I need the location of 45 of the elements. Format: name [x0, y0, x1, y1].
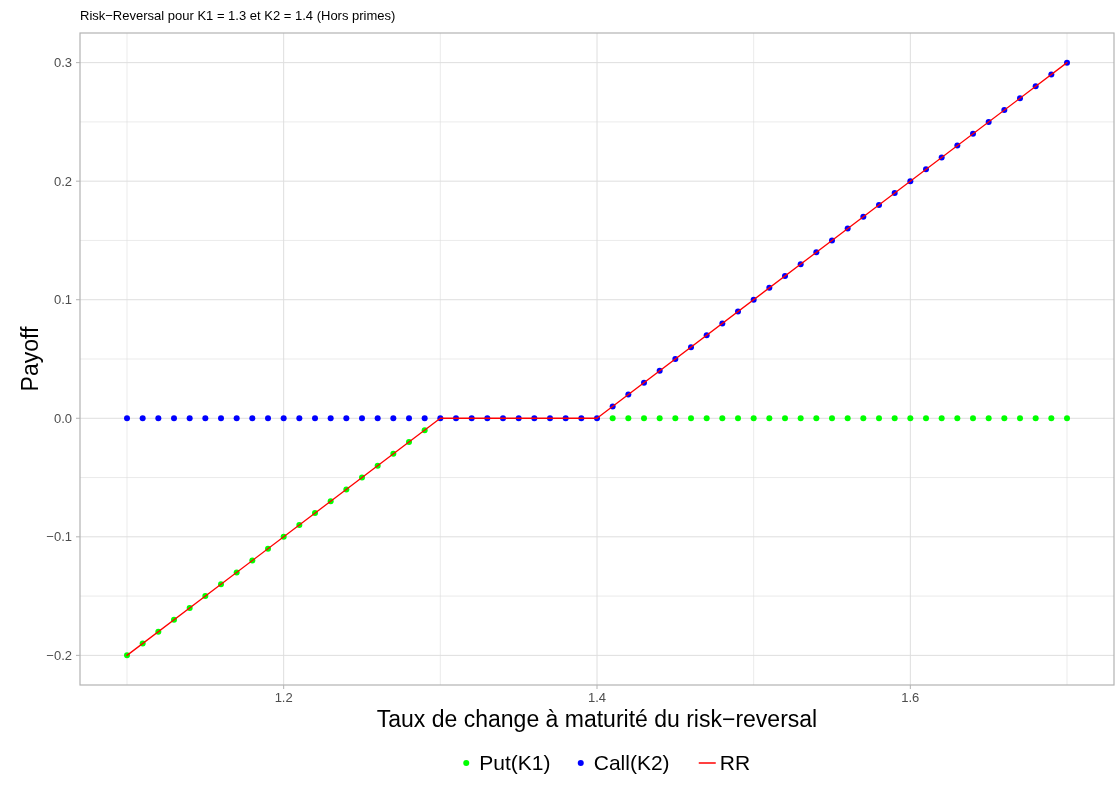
point: [625, 415, 632, 422]
x-tick-label: 1.2: [274, 690, 293, 705]
y-axis-title: Payoff: [17, 326, 43, 392]
y-tick-label: −0.2: [46, 647, 72, 663]
point: [860, 415, 867, 422]
y-tick-label: 0.3: [53, 55, 72, 71]
point: [735, 415, 741, 422]
legend-label: Put(K1): [479, 751, 551, 774]
point: [907, 415, 914, 422]
legend-label: Call(K2): [593, 751, 670, 774]
point: [829, 415, 835, 422]
point: [876, 415, 882, 422]
y-tick-label: −0.1: [46, 529, 72, 545]
point: [609, 415, 616, 422]
legend-label: RR: [719, 751, 751, 774]
point: [923, 415, 929, 422]
point: [641, 415, 647, 422]
x-tick-label: 1.6: [901, 690, 920, 705]
point: [656, 415, 663, 422]
point: [672, 415, 679, 422]
point: [1048, 415, 1055, 422]
point: [813, 415, 820, 422]
x-axis-title: Taux de change à maturité du risk−reversal: [376, 706, 818, 732]
y-tick-label: 0.0: [53, 410, 72, 426]
x-tick-label: 1.4: [587, 690, 607, 705]
y-tick-label: 0.1: [53, 292, 72, 308]
point: [1064, 415, 1070, 422]
point: [891, 415, 898, 422]
point: [970, 415, 976, 422]
point: [750, 415, 757, 422]
y-tick-label: 0.2: [53, 173, 72, 189]
point: [688, 415, 694, 422]
point: [766, 415, 773, 422]
point: [797, 415, 804, 422]
point: [844, 415, 851, 422]
point: [1017, 415, 1023, 422]
point: [1001, 415, 1008, 422]
chart-title: Risk−Reversal pour K1 = 1.3 et K2 = 1.4 (Hors primes): [80, 8, 396, 23]
point: [985, 415, 992, 422]
point: [1032, 415, 1039, 422]
point: [719, 415, 726, 422]
point: [954, 415, 961, 422]
point: [938, 415, 945, 422]
point: [703, 415, 710, 422]
point: [782, 415, 788, 422]
